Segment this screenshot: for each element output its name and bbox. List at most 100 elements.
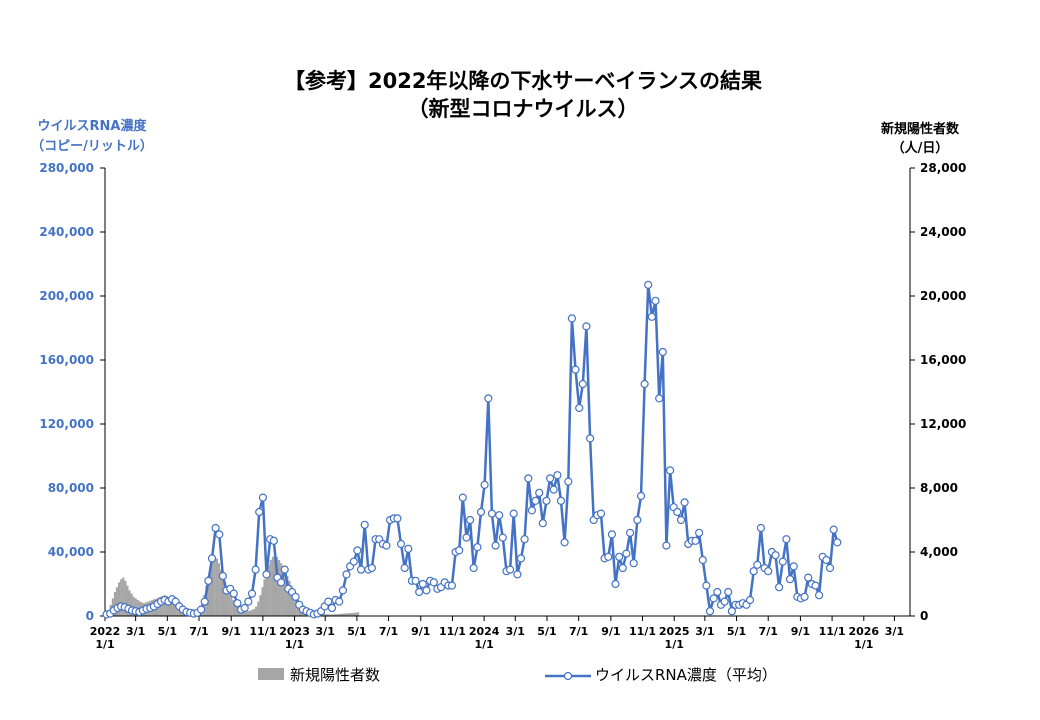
bar bbox=[342, 613, 345, 616]
x-tick-label: 7/1 bbox=[759, 625, 778, 638]
rna-point bbox=[396, 539, 406, 549]
bar bbox=[118, 582, 121, 616]
y-left-tick-label: 160,000 bbox=[39, 353, 94, 367]
rna-point bbox=[513, 570, 522, 579]
rna-point bbox=[204, 576, 213, 585]
y-left-tick-label: 200,000 bbox=[39, 289, 94, 303]
bar bbox=[246, 611, 249, 616]
rna-point bbox=[720, 597, 729, 606]
rna-point bbox=[269, 536, 278, 545]
y-left-tick-label: 280,000 bbox=[39, 161, 94, 175]
y-right-tick-label: 24,000 bbox=[920, 225, 966, 239]
axes bbox=[100, 167, 915, 621]
y-right-tick-label: 20,000 bbox=[920, 289, 966, 303]
rna-point bbox=[218, 571, 227, 581]
x-tick-label: 5/1 bbox=[537, 625, 556, 638]
rna-point bbox=[607, 530, 617, 539]
bar bbox=[120, 579, 123, 616]
rna-point bbox=[349, 557, 358, 566]
rna-point bbox=[658, 347, 667, 357]
x-tick-label: 11/1 bbox=[249, 625, 276, 638]
y-left-tick-label: 120,000 bbox=[39, 417, 94, 431]
y-left-tick-label: 40,000 bbox=[48, 545, 94, 559]
x-tick-label: 5/1 bbox=[158, 625, 177, 638]
rna-point bbox=[756, 523, 766, 533]
x-tick-label: 11/1 bbox=[439, 625, 466, 638]
rna-point bbox=[556, 496, 566, 505]
rna-point bbox=[491, 541, 500, 550]
x-tick-label: 5/1 bbox=[347, 625, 366, 638]
legend-bar-label: 新規陽性者数 bbox=[290, 666, 380, 684]
rna-point bbox=[429, 578, 438, 587]
rna-point bbox=[549, 485, 558, 494]
rna-point bbox=[469, 563, 478, 573]
x-tick-label-year-sub: 1/1 bbox=[285, 638, 304, 651]
bar bbox=[346, 613, 349, 616]
rna-point bbox=[393, 514, 402, 523]
bar bbox=[221, 576, 225, 616]
x-tick-label: 3/1 bbox=[506, 625, 525, 638]
y-left-tick-label: 240,000 bbox=[39, 225, 94, 239]
rna-point bbox=[211, 523, 220, 533]
rna-point bbox=[495, 511, 504, 520]
line-series bbox=[102, 280, 842, 619]
bar bbox=[325, 614, 328, 616]
bar bbox=[344, 613, 347, 616]
bar bbox=[327, 614, 330, 616]
rna-point bbox=[698, 555, 707, 565]
chart-title-line1: 【参考】2022年以降の下水サーベイランスの結果 bbox=[284, 69, 762, 93]
rna-point bbox=[615, 552, 624, 561]
rna-point bbox=[585, 434, 595, 443]
rna-point bbox=[291, 592, 300, 601]
rna-point bbox=[764, 567, 773, 576]
bar bbox=[248, 610, 252, 616]
rna-point bbox=[335, 597, 344, 606]
legend-line-label: ウイルスRNA濃度（平均） bbox=[595, 666, 777, 684]
rna-point bbox=[466, 515, 475, 525]
x-tick-label: 7/1 bbox=[189, 625, 208, 638]
bar bbox=[278, 560, 281, 616]
rna-point bbox=[498, 533, 507, 542]
rna-point bbox=[640, 379, 649, 389]
rna-point bbox=[255, 507, 264, 517]
rna-point bbox=[571, 365, 580, 374]
rna-point bbox=[822, 555, 831, 565]
rna-point bbox=[520, 535, 529, 544]
rna-point bbox=[262, 570, 271, 579]
y-right-axis-label-1: 新規陽性者数 bbox=[881, 121, 960, 137]
bar bbox=[211, 560, 214, 616]
rna-point bbox=[789, 562, 798, 571]
y-right-tick-label: 4,000 bbox=[920, 545, 958, 559]
bar bbox=[261, 587, 264, 616]
x-tick-label: 3/1 bbox=[126, 625, 145, 638]
x-tick-label-year-sub: 1/1 bbox=[474, 638, 493, 651]
bar bbox=[170, 596, 173, 616]
bar bbox=[113, 592, 117, 616]
x-tick-label-year-sub: 1/1 bbox=[665, 638, 684, 651]
bar bbox=[215, 558, 218, 616]
bar bbox=[213, 556, 216, 616]
rna-point bbox=[215, 530, 224, 539]
x-tick-label: 3/1 bbox=[316, 625, 335, 638]
bar bbox=[275, 556, 279, 616]
bar bbox=[217, 563, 220, 616]
rna-point bbox=[535, 488, 544, 497]
bar bbox=[253, 608, 256, 616]
rna-point bbox=[418, 579, 427, 589]
bar bbox=[207, 576, 210, 616]
rna-point bbox=[611, 579, 620, 589]
rna-point bbox=[458, 493, 467, 502]
rna-point bbox=[633, 515, 642, 525]
rna-point bbox=[207, 554, 217, 563]
bar bbox=[336, 614, 339, 616]
rna-point bbox=[814, 591, 824, 600]
bar bbox=[232, 600, 235, 616]
rna-point bbox=[749, 567, 758, 576]
rna-point bbox=[753, 560, 762, 569]
rna-point bbox=[524, 474, 533, 483]
rna-point bbox=[367, 563, 376, 573]
x-tick-label: 7/1 bbox=[569, 625, 588, 638]
rna-point bbox=[582, 322, 591, 331]
x-tick-label: 2024 bbox=[469, 625, 500, 638]
bar bbox=[282, 566, 285, 616]
